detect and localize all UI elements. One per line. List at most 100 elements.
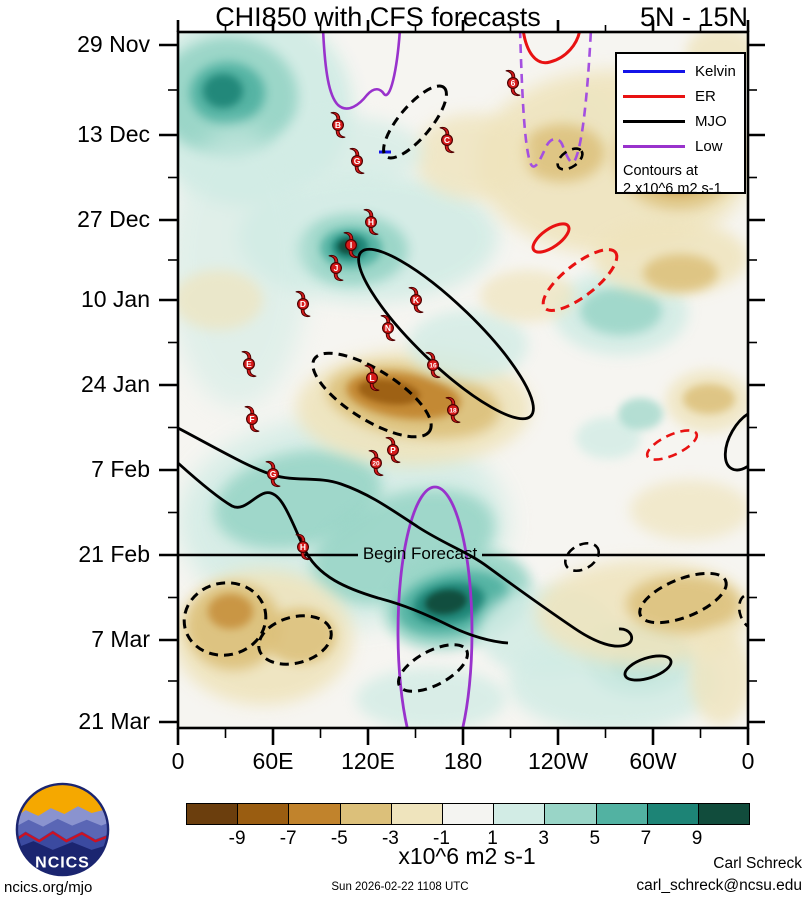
legend-item-label: ER	[695, 88, 716, 105]
svg-text:I: I	[350, 240, 352, 250]
y-tick-label: 7 Feb	[91, 456, 150, 482]
storm-marker-C: C	[436, 126, 458, 154]
legend-note: Contours at 2 x10^6 m2 s-1	[623, 162, 744, 198]
contour-low-solid	[321, 32, 402, 110]
cyclone-icon: F	[244, 405, 260, 433]
x-tick-label: 0	[171, 748, 185, 774]
contour-er-solid	[522, 32, 581, 65]
legend-note-line1: Contours at	[623, 163, 698, 179]
colorbar-tick-label: -3	[381, 828, 399, 849]
svg-text:B: B	[335, 120, 341, 130]
storm-marker-G: G	[262, 460, 284, 488]
x-tick-label: 120E	[341, 748, 395, 774]
contour-mjo-dashed	[563, 541, 601, 573]
cyclone-icon: N	[380, 314, 396, 342]
ncics-logo-text: NCICS	[35, 854, 90, 871]
y-tick-label: 21 Feb	[78, 541, 150, 567]
storm-marker-B: B	[327, 111, 349, 139]
storm-marker-H: H	[292, 533, 314, 561]
legend-item-low: Low	[623, 134, 744, 159]
storm-marker-6: 6	[502, 69, 524, 97]
svg-text:G: G	[270, 469, 277, 479]
svg-text:D: D	[300, 299, 306, 309]
storm-marker-K: K	[405, 286, 427, 314]
colorbar-cell	[187, 804, 239, 824]
colorbar-cell	[238, 804, 290, 824]
svg-text:H: H	[368, 217, 374, 227]
svg-text:F: F	[249, 414, 254, 424]
storm-marker-E: E	[238, 350, 260, 378]
svg-text:E: E	[246, 359, 252, 369]
colorbar-cell	[391, 804, 443, 824]
legend-line-sample	[623, 120, 685, 123]
footer-timestamp: Sun 2026-02-22 1108 UTC	[331, 881, 469, 893]
storm-marker-N: N	[377, 314, 399, 342]
colorbar-cell	[647, 804, 699, 824]
y-tick-label: 29 Nov	[77, 31, 150, 57]
colorbar-units: x10^6 m2 s-1	[398, 843, 536, 869]
y-tick-label: 27 Dec	[77, 206, 150, 232]
contour-er-solid	[531, 222, 571, 254]
storm-marker-D: D	[292, 290, 314, 318]
storm-marker-18: 18	[442, 396, 464, 424]
cyclone-icon: 20	[368, 449, 384, 477]
y-tick-label: 21 Mar	[78, 708, 150, 734]
cyclone-icon: C	[439, 126, 455, 154]
contour-er-dashed	[645, 429, 699, 461]
storm-marker-F: F	[241, 405, 263, 433]
contour-er-dashed	[541, 248, 619, 312]
svg-text:C: C	[444, 135, 450, 145]
x-tick-label: 60W	[629, 748, 677, 774]
contour-mjo-solid	[178, 426, 633, 648]
cyclone-icon: H	[295, 533, 311, 561]
svg-text:G: G	[354, 156, 361, 166]
cyclone-icon: E	[241, 350, 257, 378]
legend-item-kelvin: Kelvin	[623, 59, 744, 84]
cyclone-icon: B	[330, 111, 346, 139]
colorbar-tick-label: -5	[330, 828, 348, 849]
cyclone-icon: J	[328, 254, 344, 282]
plot-area: Begin Forecast B G C 6 H I J D K N E 16 L 18 F P 20 G H Ke…	[178, 32, 748, 728]
storm-marker-16: 16	[422, 351, 444, 379]
colorbar-cell	[340, 804, 392, 824]
storm-marker-20: 20	[365, 449, 387, 477]
cyclone-icon: 18	[445, 396, 461, 424]
svg-text:20: 20	[372, 460, 380, 467]
legend-items: Kelvin ER MJO Low	[623, 59, 744, 159]
legend: Kelvin ER MJO Low Contours at 2 x10^6 m2 s-…	[615, 52, 746, 197]
cyclone-icon: H	[363, 208, 379, 236]
y-tick-label: 7 Mar	[91, 626, 150, 652]
contour-mjo-solid	[623, 654, 673, 682]
legend-line-sample	[623, 145, 685, 148]
ncics-logo-image: NCICS	[15, 782, 110, 877]
colorbar-cell	[698, 804, 750, 824]
colorbar	[186, 803, 750, 825]
footer-site-link[interactable]: ncics.org/mjo	[4, 879, 93, 896]
footer-author: Carl Schreck	[713, 855, 802, 872]
y-tick-label: 13 Dec	[77, 121, 150, 147]
colorbar-cell	[289, 804, 341, 824]
svg-text:18: 18	[449, 407, 457, 414]
legend-note-line2: 2 x10^6 m2 s-1	[623, 181, 722, 198]
legend-line-sample	[623, 95, 685, 98]
svg-text:P: P	[390, 445, 396, 455]
contour-mjo-solid	[723, 408, 748, 472]
svg-text:K: K	[413, 295, 420, 305]
y-tick-label: 10 Jan	[80, 286, 150, 312]
svg-text:6: 6	[511, 78, 516, 88]
colorbar-tick-label: -9	[228, 828, 246, 849]
colorbar-tick-label: 7	[640, 828, 652, 849]
colorbar-cell	[545, 804, 597, 824]
storm-marker-L: L	[361, 364, 383, 392]
legend-item-label: Kelvin	[695, 63, 736, 80]
x-tick-label: 180	[443, 748, 483, 774]
footer-email[interactable]: carl_schreck@ncsu.edu	[636, 877, 802, 894]
y-tick-label: 24 Jan	[80, 371, 150, 397]
svg-text:N: N	[385, 323, 391, 333]
colorbar-tick-label: 1	[487, 828, 498, 849]
storm-marker-H: H	[360, 208, 382, 236]
cyclone-icon: G	[265, 460, 281, 488]
x-tick-label: 60E	[252, 748, 294, 774]
cyclone-icon: G	[349, 147, 365, 175]
